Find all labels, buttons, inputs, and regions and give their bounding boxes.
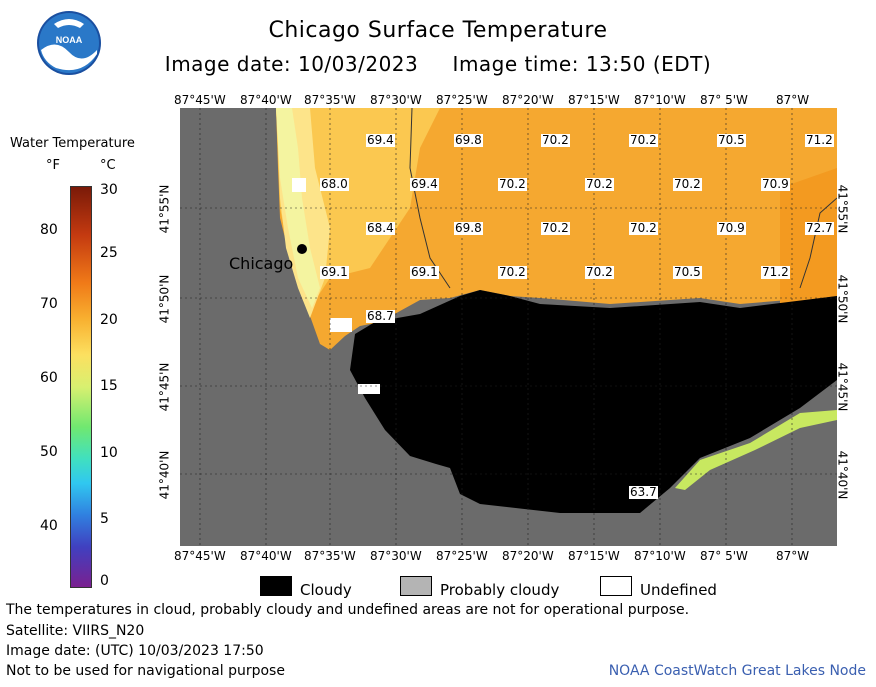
temp-label: 69.1 (320, 265, 349, 279)
lat-label-right: 41°50'N (835, 274, 850, 324)
f-tick-80: 80 (40, 222, 58, 238)
undefined-patch (358, 384, 380, 394)
lon-label-bottom: 87°10'W (634, 549, 686, 563)
undefined-patch (330, 318, 352, 332)
lon-label-top: 87°25'W (436, 93, 488, 107)
lon-label-bottom: 87°35'W (304, 549, 356, 563)
temp-label: 68.7 (366, 309, 395, 323)
footer-satellite: Satellite: VIIRS_N20 (6, 623, 145, 639)
c-tick-20: 20 (100, 312, 118, 328)
lat-label-left: 41°40'N (157, 450, 172, 500)
temp-label: 70.9 (717, 221, 746, 235)
temp-label: 71.2 (761, 265, 790, 279)
lon-label-top: 87°45'W (174, 93, 226, 107)
f-tick-50: 50 (40, 444, 58, 460)
temp-label: 70.2 (585, 177, 614, 191)
lon-label-top: 87°15'W (568, 93, 620, 107)
c-tick-10: 10 (100, 445, 118, 461)
lon-label-top: 87°35'W (304, 93, 356, 107)
c-tick-5: 5 (100, 511, 109, 527)
lon-label-bottom: 87°20'W (502, 549, 554, 563)
footer-utc-date: Image date: (UTC) 10/03/2023 17:50 (6, 643, 264, 659)
temp-label: 70.2 (541, 133, 570, 147)
shore-strip (276, 108, 320, 308)
legend-unit-f: °F (46, 158, 60, 173)
lon-label-top: 87°40'W (240, 93, 292, 107)
key-swatch-probably-cloudy (400, 576, 432, 596)
lon-label-bottom: 87°30'W (370, 549, 422, 563)
temp-label: 68.4 (366, 221, 395, 235)
temp-label: 70.2 (498, 177, 527, 191)
temp-label: 70.9 (761, 177, 790, 191)
temp-label: 70.5 (673, 265, 702, 279)
key-label-cloudy: Cloudy (300, 581, 352, 599)
undefined-patch (292, 178, 306, 192)
lon-label-top: 87° 5'W (700, 93, 748, 107)
legend-title: Water Temperature (10, 136, 135, 151)
temp-label: 69.8 (454, 221, 483, 235)
temp-label: 63.7 (629, 485, 658, 499)
color-scale-bar (70, 186, 92, 588)
temp-label: 68.0 (320, 177, 349, 191)
key-label-probably-cloudy: Probably cloudy (440, 581, 560, 599)
temp-label: 69.4 (410, 177, 439, 191)
legend-unit-c: °C (100, 158, 116, 173)
lat-label-left: 41°50'N (157, 274, 172, 324)
lat-label-right: 41°55'N (835, 184, 850, 234)
temp-label: 70.2 (498, 265, 527, 279)
temp-label: 70.5 (717, 133, 746, 147)
lat-label-right: 41°45'N (835, 362, 850, 412)
temp-label: 69.4 (366, 133, 395, 147)
f-tick-60: 60 (40, 370, 58, 386)
lat-label-right: 41°40'N (835, 450, 850, 500)
lon-label-top: 87°10'W (634, 93, 686, 107)
footer-navigation-warning: Not to be used for navigational purpose (6, 663, 285, 679)
temp-label: 69.1 (410, 265, 439, 279)
temp-label: 70.2 (629, 221, 658, 235)
temp-label: 69.8 (454, 133, 483, 147)
key-swatch-undefined (600, 576, 632, 596)
lon-label-bottom: 87° 5'W (700, 549, 748, 563)
c-tick-15: 15 (100, 378, 118, 394)
noaa-logo: NOAA (37, 11, 101, 75)
temp-label: 70.2 (629, 133, 658, 147)
f-tick-70: 70 (40, 296, 58, 312)
lon-label-bottom: 87°45'W (174, 549, 226, 563)
lat-label-left: 41°45'N (157, 362, 172, 412)
lat-label-left: 41°55'N (157, 184, 172, 234)
logo-text: NOAA (56, 35, 83, 45)
c-tick-25: 25 (100, 245, 118, 261)
lon-label-top: 87°20'W (502, 93, 554, 107)
map-title: Chicago Surface Temperature (268, 18, 608, 43)
lon-label-bottom: 87°W (776, 549, 810, 563)
footer-disclaimer: The temperatures in cloud, probably clou… (6, 602, 690, 618)
city-label-chicago: Chicago (229, 254, 294, 273)
water-east-warm (780, 168, 837, 304)
key-label-undefined: Undefined (640, 581, 717, 599)
lon-label-bottom: 87°15'W (568, 549, 620, 563)
temp-label: 70.2 (541, 221, 570, 235)
temperature-map (180, 108, 837, 546)
temp-label: 72.7 (805, 221, 834, 235)
boundary-line (799, 197, 837, 289)
map-grid (180, 108, 837, 546)
lon-label-top: 87°W (776, 93, 810, 107)
map-subtitle: Image date: 10/03/2023 Image time: 13:50… (164, 52, 712, 76)
footer-credit: NOAA CoastWatch Great Lakes Node (608, 663, 866, 679)
lon-label-bottom: 87°25'W (436, 549, 488, 563)
temp-label: 70.2 (673, 177, 702, 191)
cloud-area (350, 290, 837, 513)
chicago-marker (297, 244, 307, 254)
lon-label-bottom: 87°40'W (240, 549, 292, 563)
temp-label: 70.2 (585, 265, 614, 279)
f-tick-40: 40 (40, 518, 58, 534)
temp-label: 71.2 (805, 133, 834, 147)
key-swatch-cloudy (260, 576, 292, 596)
c-tick-0: 0 (100, 573, 109, 589)
south-shore-strip (675, 410, 837, 490)
c-tick-30: 30 (100, 182, 118, 198)
lon-label-top: 87°30'W (370, 93, 422, 107)
